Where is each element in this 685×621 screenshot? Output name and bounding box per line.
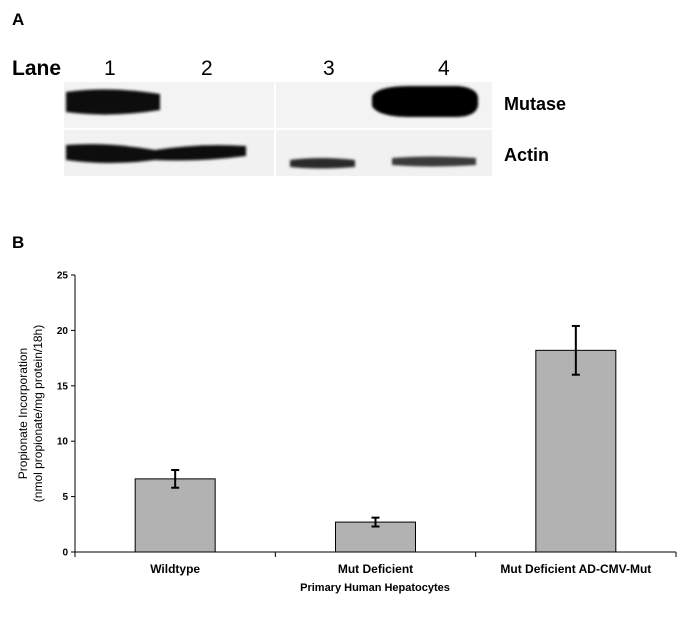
band-actin-lane-3 <box>290 158 355 169</box>
y-tick-label-3: 15 <box>57 381 69 392</box>
bar-chart: 0 5 10 15 20 25 Wildtype Mut Deficient Mut Defic… <box>16 271 677 595</box>
blot-row-label-actin: Actin <box>504 145 549 165</box>
band-mutase-lane-1 <box>66 89 160 115</box>
lane-header: Lane <box>12 57 62 80</box>
y-tick-label-1: 5 <box>62 492 68 503</box>
bar-0 <box>134 478 216 553</box>
western-blot <box>64 82 492 176</box>
x-category-label-1: Mut Deficient <box>338 562 413 576</box>
lane-number-4: 4 <box>438 57 450 80</box>
blot-actin-right-strip <box>276 130 492 176</box>
blot-row-label-mutase: Mutase <box>504 94 567 114</box>
y-tick-label-2: 10 <box>57 437 69 448</box>
y-tick-label-4: 20 <box>57 326 69 337</box>
bar-2 <box>535 349 617 553</box>
chart-labels: 0 5 10 15 20 25 Wildtype Mut Deficient Mut Defic… <box>16 271 651 595</box>
lane-number-2: 2 <box>201 57 213 80</box>
y-tick-label-0: 0 <box>62 548 68 559</box>
x-axis-title: Primary Human Hepatocytes <box>300 582 450 594</box>
y-axis-title-line-2: (nmol propionate/mg protein/18h) <box>31 325 45 502</box>
chart-bars <box>134 324 617 553</box>
lane-number-1: 1 <box>104 57 116 80</box>
y-axis-title-line-1: Propionate Incorporation <box>16 348 30 479</box>
x-category-label-0: Wildtype <box>150 562 200 576</box>
band-actin-lane-4 <box>392 156 476 167</box>
band-mutase-lane-4 <box>372 86 479 117</box>
panel-a-label: A <box>12 10 25 29</box>
y-tick-label-5: 25 <box>57 271 69 282</box>
panel-b-label: B <box>12 233 25 252</box>
x-category-label-2: Mut Deficient AD-CMV-Mut <box>500 562 651 576</box>
lane-number-3: 3 <box>323 57 335 80</box>
band-actin-lanes-1-2 <box>66 144 246 163</box>
